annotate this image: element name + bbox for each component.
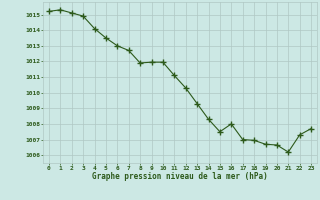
X-axis label: Graphe pression niveau de la mer (hPa): Graphe pression niveau de la mer (hPa) [92,172,268,181]
